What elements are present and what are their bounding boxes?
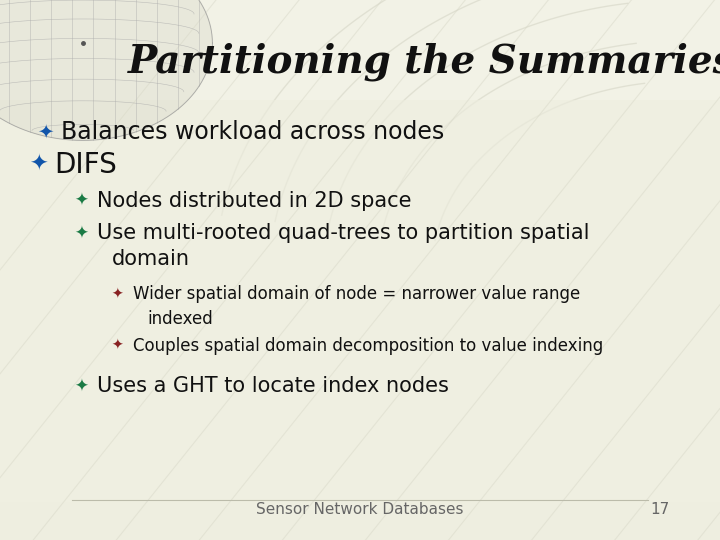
Text: ✦: ✦	[112, 339, 123, 353]
Text: ✦: ✦	[74, 377, 89, 395]
Text: indexed: indexed	[148, 309, 213, 328]
Text: Uses a GHT to locate index nodes: Uses a GHT to locate index nodes	[97, 376, 449, 396]
Text: ✦: ✦	[37, 123, 53, 142]
Circle shape	[0, 0, 212, 140]
Text: ✦: ✦	[112, 287, 123, 301]
Text: Nodes distributed in 2D space: Nodes distributed in 2D space	[97, 191, 412, 211]
Text: Couples spatial domain decomposition to value indexing: Couples spatial domain decomposition to …	[133, 336, 603, 355]
Bar	[0, 100, 720, 502]
Text: ✦: ✦	[29, 154, 48, 175]
Text: Wider spatial domain of node = narrower value range: Wider spatial domain of node = narrower …	[133, 285, 580, 303]
Text: ✦: ✦	[74, 192, 89, 210]
Text: Use multi-rooted quad-trees to partition spatial: Use multi-rooted quad-trees to partition…	[97, 223, 590, 244]
Text: Partitioning the Summaries: Partitioning the Summaries	[128, 43, 720, 82]
Text: domain: domain	[112, 249, 189, 269]
Text: DIFS: DIFS	[54, 151, 117, 179]
Text: Sensor Network Databases: Sensor Network Databases	[256, 502, 464, 517]
Text: ✦: ✦	[74, 224, 89, 242]
Bar	[0, 0, 720, 100]
Text: Balances workload across nodes: Balances workload across nodes	[61, 120, 444, 144]
Text: 17: 17	[650, 502, 670, 517]
